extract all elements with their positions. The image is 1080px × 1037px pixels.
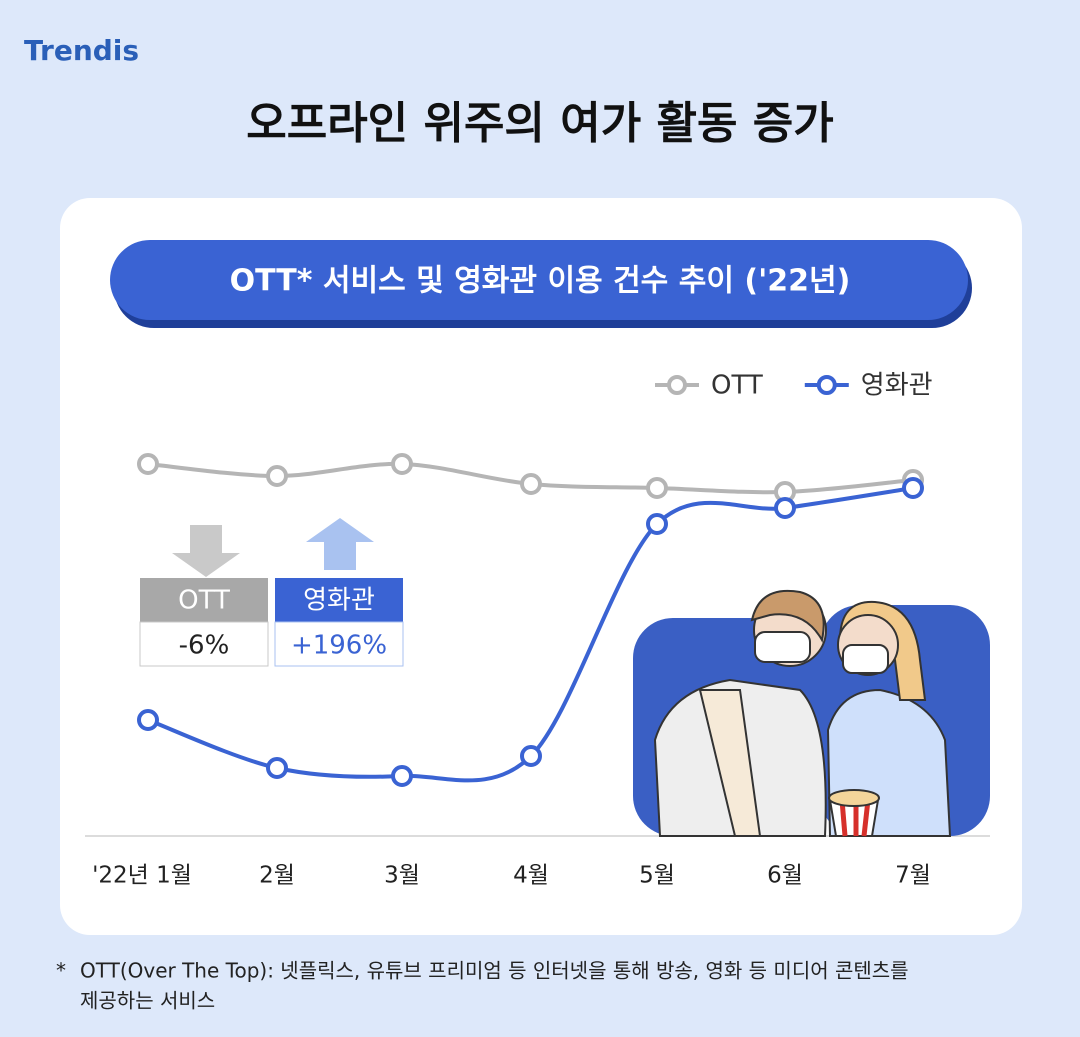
mask <box>842 644 889 674</box>
page-title: 오프라인 위주의 여가 활동 증가 <box>246 98 834 149</box>
x-tick-label: 6월 <box>767 863 803 889</box>
data-point <box>902 477 924 499</box>
up-arrow <box>306 518 374 570</box>
x-tick-label: 3월 <box>384 863 420 889</box>
legend-label: OTT <box>711 371 763 401</box>
data-point <box>391 453 413 475</box>
data-point <box>391 765 413 787</box>
callout-value: +196% <box>291 631 387 661</box>
data-point <box>266 465 288 487</box>
legend-label: 영화관 <box>861 371 933 401</box>
down-arrow <box>172 525 240 577</box>
badge <box>110 240 968 320</box>
data-point <box>774 497 796 519</box>
illustration <box>633 589 990 837</box>
x-tick-label: 4월 <box>513 863 549 889</box>
footnote-line: 제공하는 서비스 <box>80 989 215 1013</box>
data-point <box>646 477 668 499</box>
callout-header <box>275 578 403 622</box>
hair <box>750 589 825 643</box>
callout-value: -6% <box>179 631 230 661</box>
callout-label: OTT <box>178 586 230 616</box>
x-tick-label: 2월 <box>259 863 295 889</box>
popcorn-top <box>828 789 880 807</box>
data-point <box>520 745 542 767</box>
data-point <box>137 709 159 731</box>
x-tick-label: 7월 <box>895 863 931 889</box>
data-point <box>520 473 542 495</box>
legend-marker <box>816 375 837 395</box>
x-tick-label: '22년 1월 <box>92 863 192 889</box>
chart-subtitle: OTT* 서비스 및 영화관 이용 건수 추이 ('22년) <box>230 264 851 299</box>
footnote-line: OTT(Over The Top): 넷플릭스, 유튜브 프리미엄 등 인터넷을… <box>80 959 909 983</box>
data-point <box>646 513 668 535</box>
callout-box <box>139 621 269 667</box>
brand-logo: Trendis <box>24 34 139 67</box>
callout-box <box>274 621 404 667</box>
vest <box>698 689 762 837</box>
callout-header <box>140 578 268 622</box>
mask <box>754 631 811 663</box>
callout-label: 영화관 <box>303 586 375 616</box>
data-point <box>137 453 159 475</box>
footnote-marker: * <box>56 959 66 983</box>
legend-marker <box>667 375 687 395</box>
x-tick-label: 5월 <box>639 863 675 889</box>
data-point <box>266 757 288 779</box>
